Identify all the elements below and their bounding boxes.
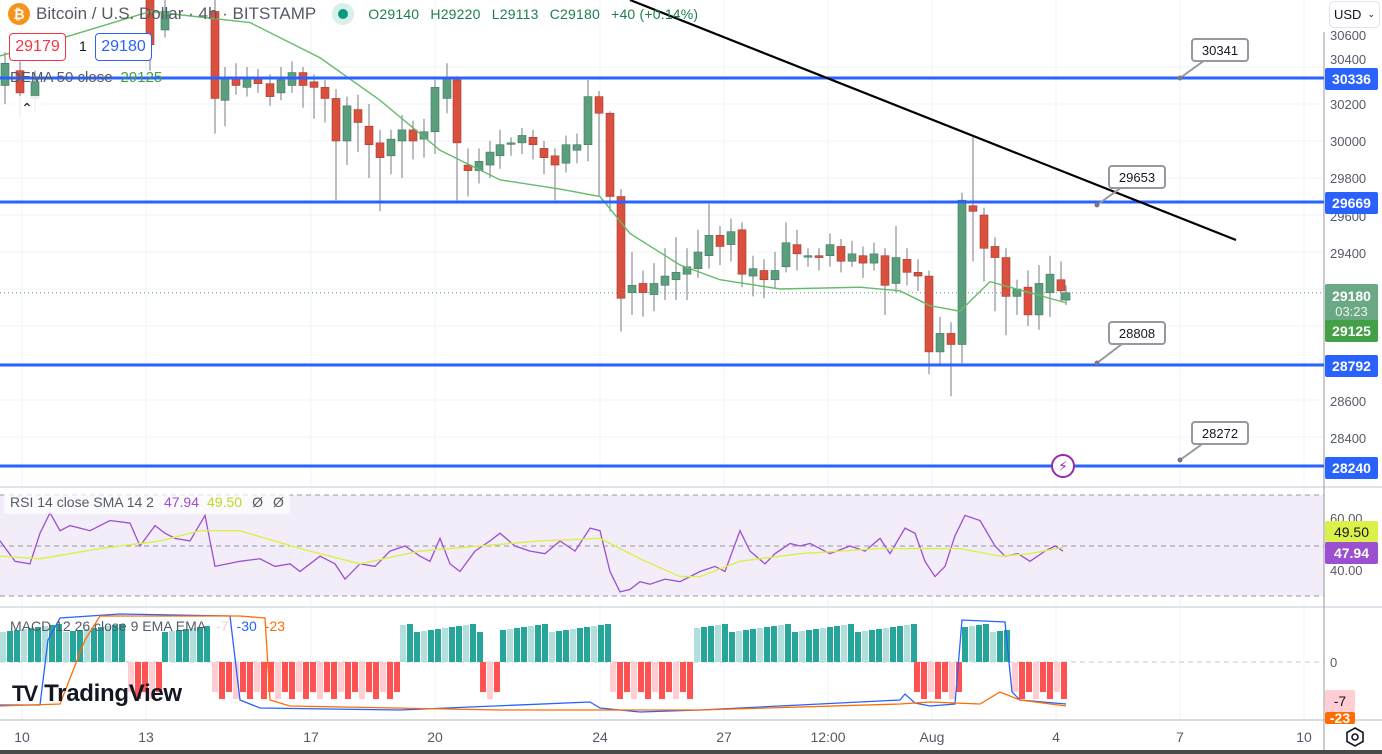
time-label: 12:00 bbox=[810, 729, 846, 745]
ohlc-values: O29140 H29220 L29113 C29180 +40 (+0.14%) bbox=[368, 6, 705, 22]
macd-label: MACD 12 26 close 9 EMA EMA bbox=[10, 618, 207, 634]
price-tick-top: 30600 bbox=[1330, 28, 1367, 43]
dema-label: DEMA 50 close bbox=[10, 69, 113, 86]
tradingview-mark-icon: TV bbox=[12, 681, 38, 706]
macd-value: -30 bbox=[236, 618, 257, 634]
level-tag-28240[interactable]: 28240 bbox=[1325, 457, 1378, 479]
rsi-extra-2: Ø bbox=[272, 494, 284, 510]
low-value: L29113 bbox=[491, 6, 539, 22]
rsi-legend[interactable]: RSI 14 close SMA 14 2 47.94 49.50 Ø Ø bbox=[4, 490, 290, 514]
chevron-down-icon: ⌄ bbox=[1367, 9, 1375, 19]
rsi-value: 47.94 bbox=[163, 494, 200, 510]
dema-legend[interactable]: DEMA 50 close 29125 bbox=[10, 69, 162, 86]
time-label: 13 bbox=[138, 729, 154, 745]
level-tag-29669[interactable]: 29669 bbox=[1325, 192, 1378, 214]
level-tag-28792[interactable]: 28792 bbox=[1325, 355, 1378, 377]
price-tick: 29800 bbox=[1330, 171, 1367, 186]
symbol-legend[interactable]: ₿ Bitcoin / U.S. Dollar · 4h · BITSTAMP … bbox=[8, 3, 705, 25]
rsi-extra-1: Ø bbox=[252, 494, 263, 510]
high-value: H29220 bbox=[430, 6, 481, 22]
spread-value: 1 bbox=[79, 38, 87, 54]
time-label: 7 bbox=[1176, 729, 1184, 745]
rsi-tick: 40.00 bbox=[1330, 563, 1363, 578]
price-callout[interactable]: 29653 bbox=[1108, 165, 1166, 189]
rsi-value-tag: 47.94 bbox=[1325, 542, 1378, 564]
macd-legend[interactable]: MACD 12 26 close 9 EMA EMA -7 -30 -23 bbox=[10, 618, 285, 634]
time-label: 20 bbox=[427, 729, 443, 745]
price-tick: 30000 bbox=[1330, 134, 1367, 149]
settings-hexagon-icon bbox=[1346, 727, 1364, 747]
bitcoin-icon: ₿ bbox=[8, 3, 30, 25]
macd-signal-tag: -23 bbox=[1325, 712, 1355, 724]
last-price-tag: 29180 03:23 bbox=[1325, 284, 1378, 324]
chart-settings-button[interactable] bbox=[1343, 726, 1367, 748]
tradingview-wordmark: TradingView bbox=[44, 680, 182, 707]
currency-select[interactable]: USD ⌄ bbox=[1329, 1, 1380, 28]
market-open-icon bbox=[332, 3, 355, 25]
lightning-event-icon[interactable]: ⚡ bbox=[1051, 454, 1075, 478]
time-label: 10 bbox=[1296, 729, 1312, 745]
time-label: Aug bbox=[919, 729, 945, 745]
dema-price-tag: 29125 bbox=[1325, 320, 1378, 342]
price-tick: 29400 bbox=[1330, 246, 1367, 261]
time-label: 10 bbox=[14, 729, 30, 745]
macd-histogram-value: -7 bbox=[216, 618, 229, 634]
price-callout[interactable]: 28272 bbox=[1191, 421, 1249, 445]
time-label: 24 bbox=[592, 729, 608, 745]
rsi-label: RSI 14 close SMA 14 2 bbox=[10, 494, 154, 510]
open-value: O29140 bbox=[368, 6, 420, 22]
price-tick: 28600 bbox=[1330, 394, 1367, 409]
macd-histogram-tag: -7 bbox=[1325, 690, 1355, 712]
currency-label: USD bbox=[1334, 7, 1362, 22]
time-label: 4 bbox=[1052, 729, 1060, 745]
rsi-sma-value: 49.50 bbox=[207, 494, 243, 510]
price-tick: 30200 bbox=[1330, 97, 1367, 112]
rsi-sma-tag: 49.50 bbox=[1325, 521, 1378, 543]
last-price-value: 29180 bbox=[1332, 288, 1371, 304]
collapse-legend-button[interactable]: ⌃ bbox=[12, 96, 42, 120]
change-value: +40 (+0.14%) bbox=[611, 6, 699, 22]
symbol-title[interactable]: Bitcoin / U.S. Dollar · 4h · BITSTAMP bbox=[36, 4, 317, 23]
price-callout[interactable]: 30341 bbox=[1191, 38, 1249, 62]
dema-value: 29125 bbox=[120, 69, 163, 86]
time-label: 27 bbox=[716, 729, 732, 745]
macd-signal-value: -23 bbox=[264, 618, 285, 634]
time-label: 17 bbox=[303, 729, 319, 745]
tradingview-logo[interactable]: TV TradingView bbox=[12, 680, 182, 708]
price-tick: 30400 bbox=[1330, 52, 1367, 67]
close-value: C29180 bbox=[549, 6, 600, 22]
buy-button[interactable]: 29180 bbox=[95, 33, 152, 61]
price-tick: 28400 bbox=[1330, 431, 1367, 446]
macd-tick: 0 bbox=[1330, 655, 1338, 670]
price-callout[interactable]: 28808 bbox=[1108, 321, 1166, 345]
chevron-up-icon: ⌃ bbox=[21, 99, 33, 116]
sell-button[interactable]: 29179 bbox=[9, 33, 66, 61]
level-tag-30336[interactable]: 30336 bbox=[1325, 68, 1378, 90]
bar-countdown: 03:23 bbox=[1335, 304, 1368, 319]
